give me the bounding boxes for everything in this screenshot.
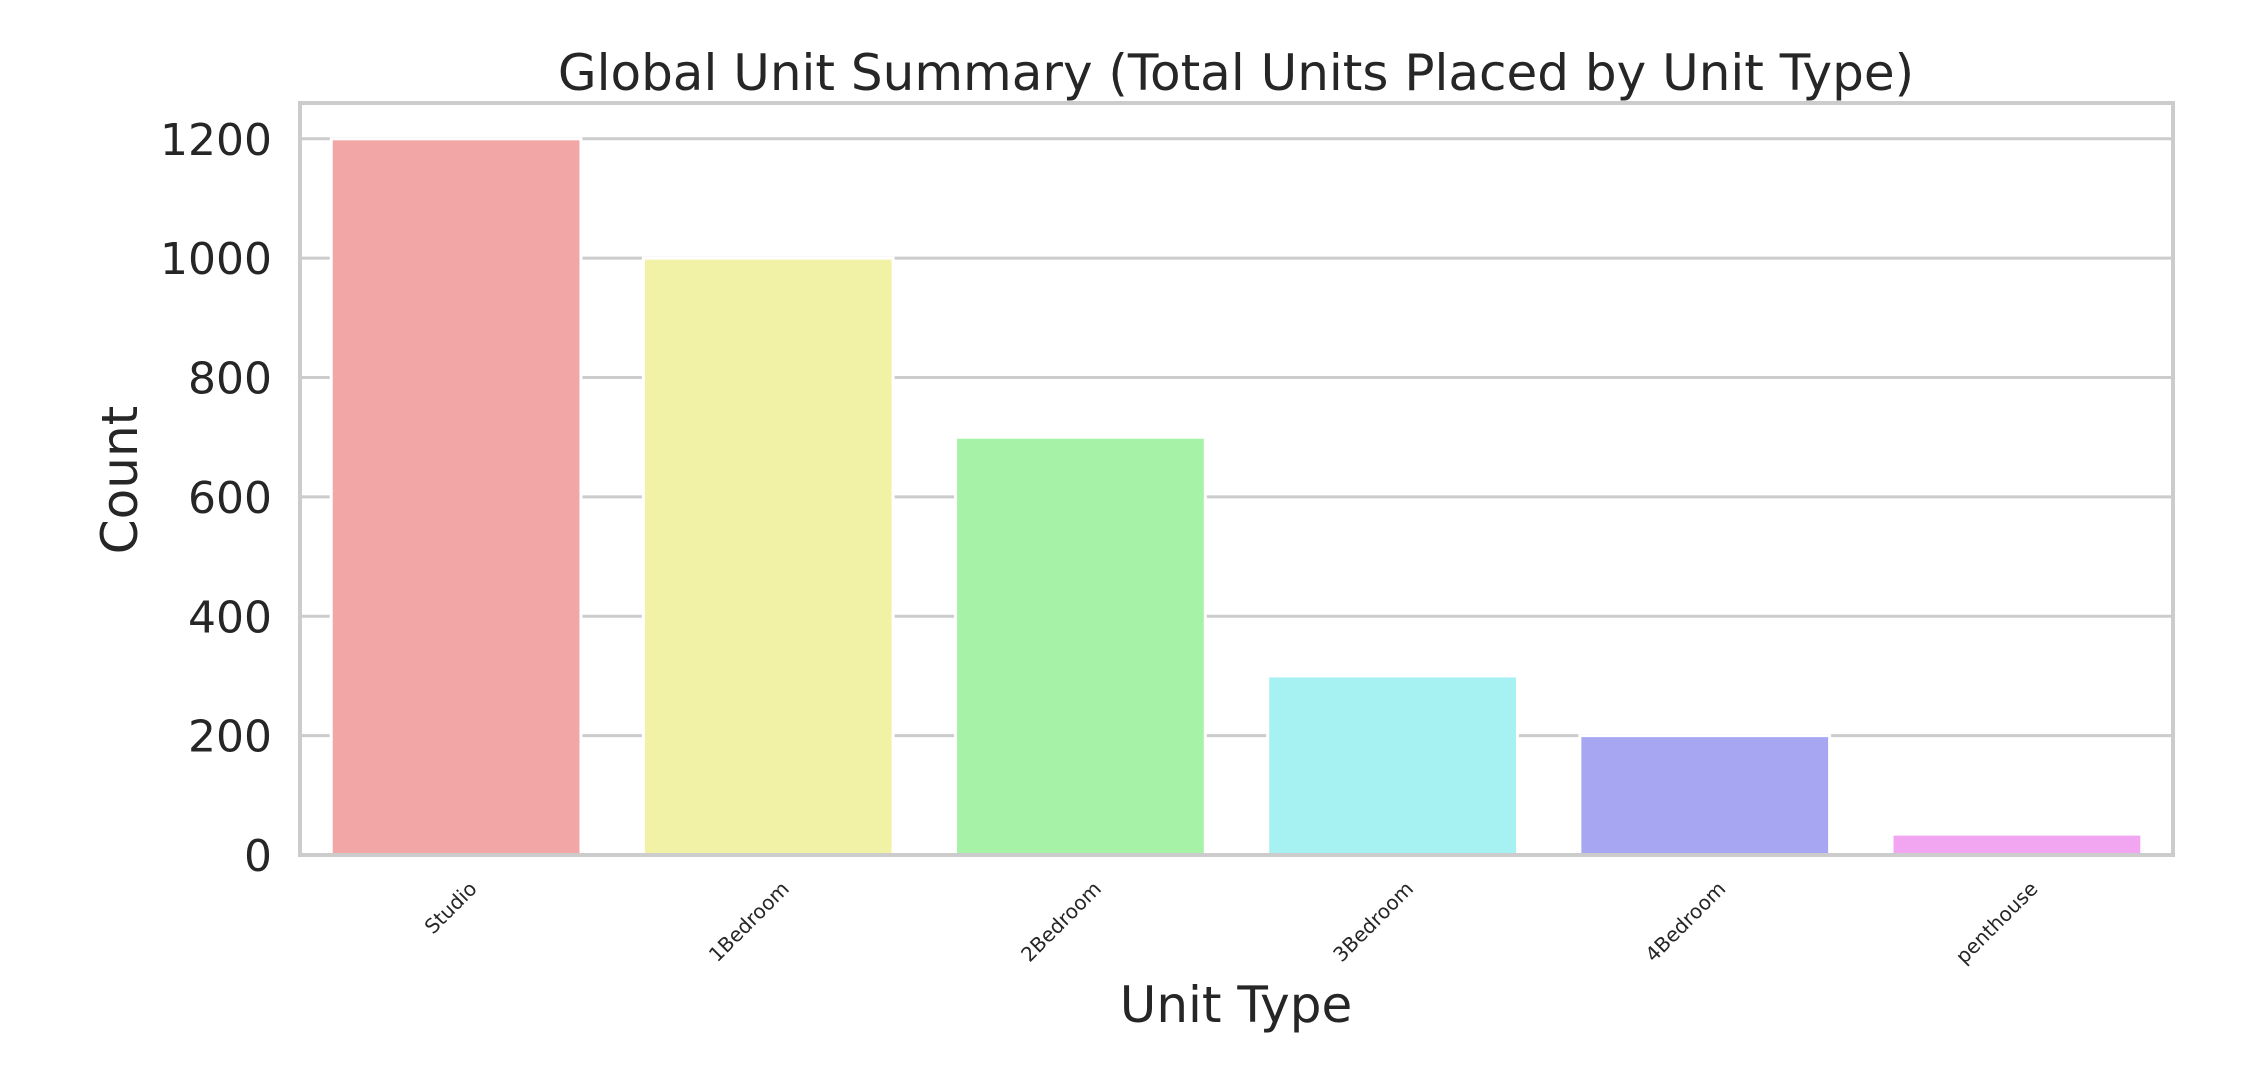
x-tick-label: 4Bedroom: [1640, 877, 1730, 967]
bar-studio: [329, 137, 583, 857]
x-tick-label: 2Bedroom: [1016, 877, 1106, 967]
y-tick-label: 1200: [160, 115, 272, 166]
bar-3bedroom: [1266, 674, 1519, 857]
bar-penthouse: [1890, 832, 2144, 857]
bar-2bedroom: [954, 435, 1207, 857]
x-tick-label: penthouse: [1951, 877, 2043, 969]
bars: [329, 137, 2144, 857]
x-tick-label: 3Bedroom: [1328, 877, 1418, 967]
x-tick-labels: Studio 1Bedroom 2Bedroom 3Bedroom 4Bedroom pe…: [420, 877, 2043, 969]
y-tick-labels: 0 200 400 600 800 1000 1200: [160, 115, 272, 882]
plot-frame: [298, 101, 2175, 857]
y-tick-label: 800: [188, 354, 272, 405]
y-tick-label: 600: [188, 473, 272, 524]
x-tick-label: Studio: [420, 877, 482, 939]
y-axis-label: Count: [91, 406, 149, 555]
y-tick-label: 200: [188, 712, 272, 763]
bar-4bedroom: [1578, 734, 1832, 857]
y-tick-label: 400: [188, 592, 272, 643]
x-axis-label: Unit Type: [1120, 976, 1353, 1034]
y-tick-label: 1000: [160, 234, 272, 285]
x-tick-label: 1Bedroom: [704, 877, 794, 967]
grid-lines: [300, 137, 2173, 857]
bar-1bedroom: [641, 256, 895, 857]
y-tick-label: 0: [244, 831, 272, 882]
chart-title: Global Unit Summary (Total Units Placed …: [558, 44, 1914, 102]
